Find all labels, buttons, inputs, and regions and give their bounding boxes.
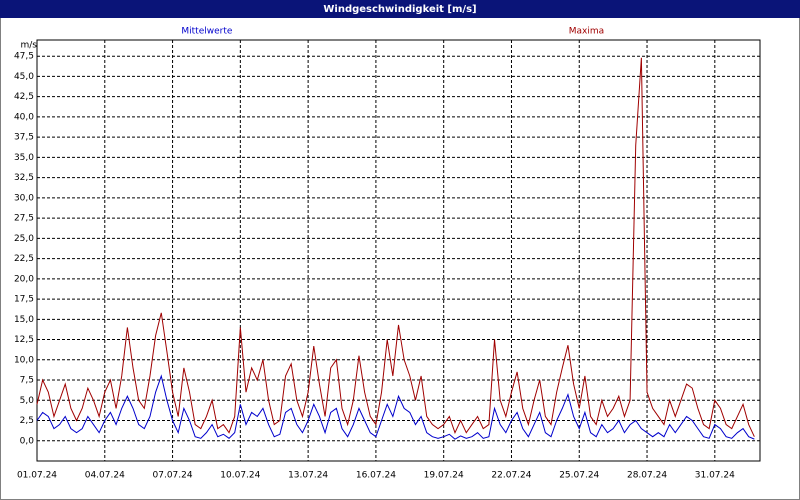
x-tick-label: 04.07.24 (85, 471, 125, 481)
x-tick-label: 22.07.24 (491, 471, 531, 481)
series-line (36, 57, 755, 437)
y-tick-label: 7,5 (20, 376, 34, 386)
chart-title: Windgeschwindigkeit [m/s] (323, 4, 476, 15)
title-bar (0, 0, 800, 18)
y-tick-label: 17,5 (14, 295, 34, 305)
x-tick-label: 13.07.24 (288, 471, 328, 481)
legend-label: Maxima (569, 27, 604, 37)
y-tick-label: 25,0 (14, 234, 34, 244)
x-tick-label: 07.07.24 (153, 471, 193, 481)
x-tick-label: 31.07.24 (695, 471, 735, 481)
legend-label: Mittelwerte (181, 27, 232, 37)
y-tick-label: 10,0 (14, 355, 34, 365)
y-unit: m/s (21, 41, 38, 51)
y-tick-label: 12,5 (14, 335, 34, 345)
series-line (36, 374, 755, 440)
y-tick-label: 2,5 (20, 416, 34, 426)
x-tick-label: 28.07.24 (627, 471, 667, 481)
y-tick-label: 22,5 (14, 254, 34, 264)
y-tick-label: 20,0 (14, 274, 34, 284)
x-tick-label: 10.07.24 (220, 471, 260, 481)
y-tick-label: 30,0 (14, 193, 34, 203)
y-tick-label: 35,0 (14, 153, 34, 163)
y-tick-label: 45,0 (14, 72, 34, 82)
y-tick-label: 0,0 (20, 436, 35, 446)
y-tick-label: 15,0 (14, 315, 34, 325)
x-tick-label: 16.07.24 (356, 471, 396, 481)
x-tick-label: 19.07.24 (424, 471, 464, 481)
y-tick-label: 37,5 (14, 133, 34, 143)
x-tick-label: 25.07.24 (559, 471, 599, 481)
y-tick-label: 5,0 (20, 396, 35, 406)
y-tick-label: 47,5 (14, 52, 34, 62)
y-tick-label: 40,0 (14, 112, 34, 122)
y-tick-label: 42,5 (14, 92, 34, 102)
y-tick-label: 32,5 (14, 173, 34, 183)
y-tick-label: 27,5 (14, 214, 34, 224)
x-tick-label: 01.07.24 (17, 471, 57, 481)
